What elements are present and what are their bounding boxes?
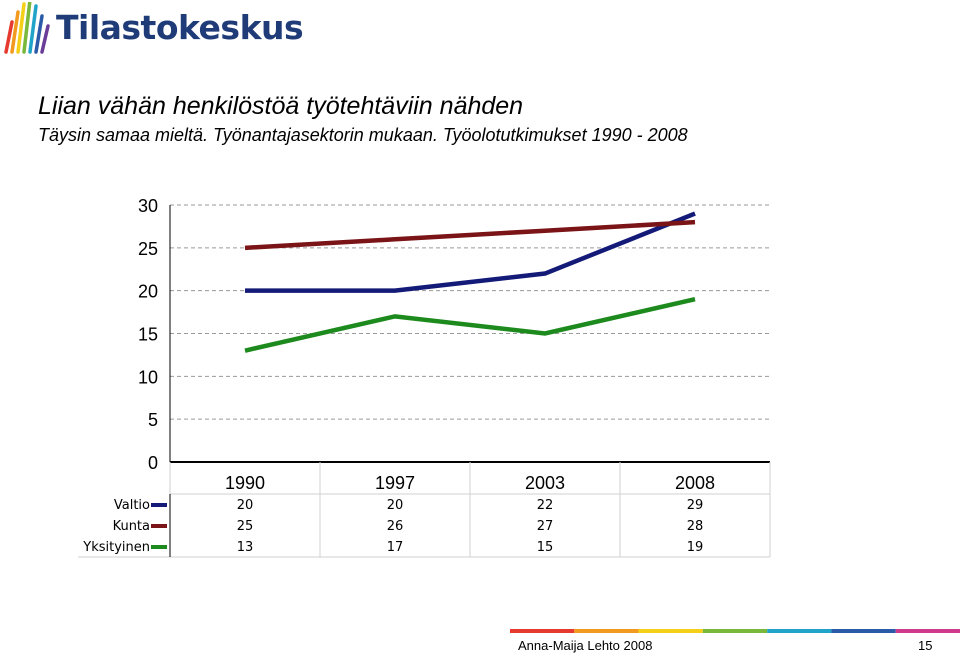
y-tick-label: 20 <box>138 282 158 302</box>
footer-author: Anna-Maija Lehto 2008 <box>518 638 652 653</box>
table-value: 20 <box>237 498 254 513</box>
table-value: 13 <box>237 540 254 555</box>
y-tick-label: 15 <box>138 325 158 345</box>
legend-label: Kunta <box>113 519 150 534</box>
legend-label: Yksityinen <box>82 540 150 555</box>
table-value: 20 <box>387 498 404 513</box>
footer-bar-segment <box>703 629 767 633</box>
table-value: 19 <box>687 540 704 555</box>
table-value: 15 <box>537 540 554 555</box>
footer-color-bar <box>510 629 960 633</box>
y-tick-label: 25 <box>138 239 158 259</box>
series-line-kunta <box>245 222 695 248</box>
x-category-label: 2003 <box>525 473 565 493</box>
footer-bar-segment <box>639 629 703 633</box>
table-value: 22 <box>537 498 554 513</box>
y-tick-label: 5 <box>148 410 158 430</box>
page-number: 15 <box>918 638 932 653</box>
footer-bar-segment <box>831 629 895 633</box>
y-tick-label: 10 <box>138 367 158 387</box>
footer-bar-segment <box>896 629 960 633</box>
legend-label: Valtio <box>114 498 150 513</box>
y-tick-label: 30 <box>138 196 158 216</box>
table-value: 26 <box>387 519 404 534</box>
footer-bar-segment <box>510 629 574 633</box>
x-category-label: 1997 <box>375 473 415 493</box>
x-category-label: 2008 <box>675 473 715 493</box>
footer-bar-segment <box>767 629 831 633</box>
series-line-yksityinen <box>245 299 695 350</box>
x-category-label: 1990 <box>225 473 265 493</box>
table-value: 25 <box>237 519 254 534</box>
table-value: 29 <box>687 498 704 513</box>
table-value: 17 <box>387 540 404 555</box>
table-value: 28 <box>687 519 704 534</box>
table-value: 27 <box>537 519 554 534</box>
y-tick-label: 0 <box>148 453 158 473</box>
footer-bar-segment <box>574 629 638 633</box>
